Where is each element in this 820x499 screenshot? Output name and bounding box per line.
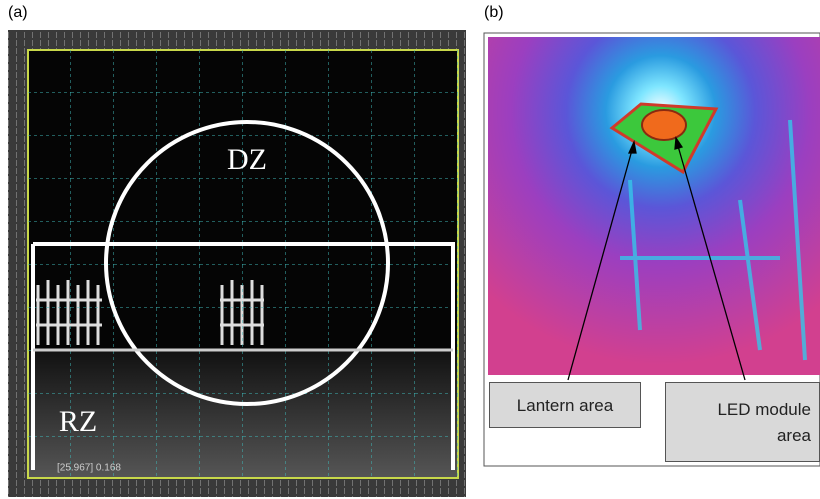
zone-label: RZ bbox=[59, 405, 97, 438]
zone-label: DZ bbox=[227, 143, 267, 176]
readout: [25.967] 0.168 bbox=[57, 463, 121, 474]
arrows bbox=[567, 136, 746, 381]
thermal-image bbox=[488, 37, 820, 375]
zone-outlines bbox=[31, 120, 455, 470]
callout: Lantern area bbox=[489, 382, 641, 428]
panel-label: (a) bbox=[8, 4, 28, 21]
callout: LED module area bbox=[665, 382, 820, 462]
panel-label: (b) bbox=[484, 4, 504, 21]
led-module-area bbox=[641, 109, 687, 141]
pole bbox=[620, 119, 807, 361]
